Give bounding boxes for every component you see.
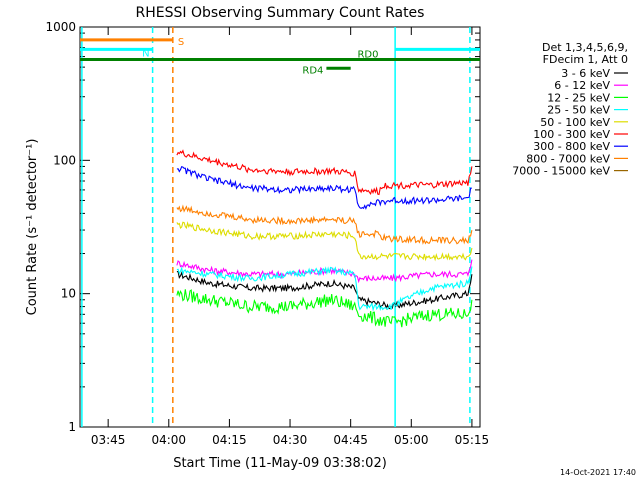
plot-frame [79,26,481,428]
x-tick-label: 04:15 [212,433,247,447]
legend: Det 1,3,4,5,6,9,FDecim 1, Att 03 - 6 keV… [512,41,628,178]
legend-label: 12 - 25 keV [547,91,610,104]
legend-label: 25 - 50 keV [547,104,610,117]
series-line [176,289,473,328]
x-tick-label: 04:30 [273,433,308,447]
series-line [176,221,473,262]
x-tick-label: 04:45 [333,433,368,447]
y-tick-label: 10 [61,287,76,301]
series-line [176,149,473,196]
x-tick-label: 03:45 [91,433,126,447]
legend-label: 3 - 6 keV [561,67,610,80]
series-line [176,266,473,312]
series-line [176,259,473,284]
y-tick-label: 1000 [45,20,76,34]
flag-label: RD0 [357,50,378,61]
legend-header: Det 1,3,4,5,6,9, [542,41,628,54]
x-tick-label: 05:15 [455,433,490,447]
legend-label: 300 - 800 keV [533,140,610,153]
flag-label: RD4 [302,65,323,76]
series-line [176,204,473,245]
y-tick-label: 100 [53,153,76,167]
legend-label: 100 - 300 keV [533,128,610,141]
legend-label: 7000 - 15000 keV [512,165,610,178]
x-tick-label: 05:00 [394,433,429,447]
flag-label: S [178,37,184,48]
legend-label: 6 - 12 keV [554,79,610,92]
footer-date: 14-Oct-2021 17:40 [560,468,636,477]
y-tick-label: 1 [68,420,76,434]
legend-label: 800 - 7000 keV [526,152,610,165]
legend-label: 50 - 100 keV [540,116,610,129]
series-line [176,270,473,310]
x-axis-label: Start Time (11-May-09 03:38:02) [173,456,387,471]
y-axis-label: Count Rate (s⁻¹ detector⁻¹) [25,139,40,316]
x-tick-label: 04:00 [151,433,186,447]
flag-label: N [142,48,149,59]
series-line [176,166,473,210]
legend-header: FDecim 1, Att 0 [543,53,628,66]
chart-title: RHESSI Observing Summary Count Rates [136,5,425,21]
